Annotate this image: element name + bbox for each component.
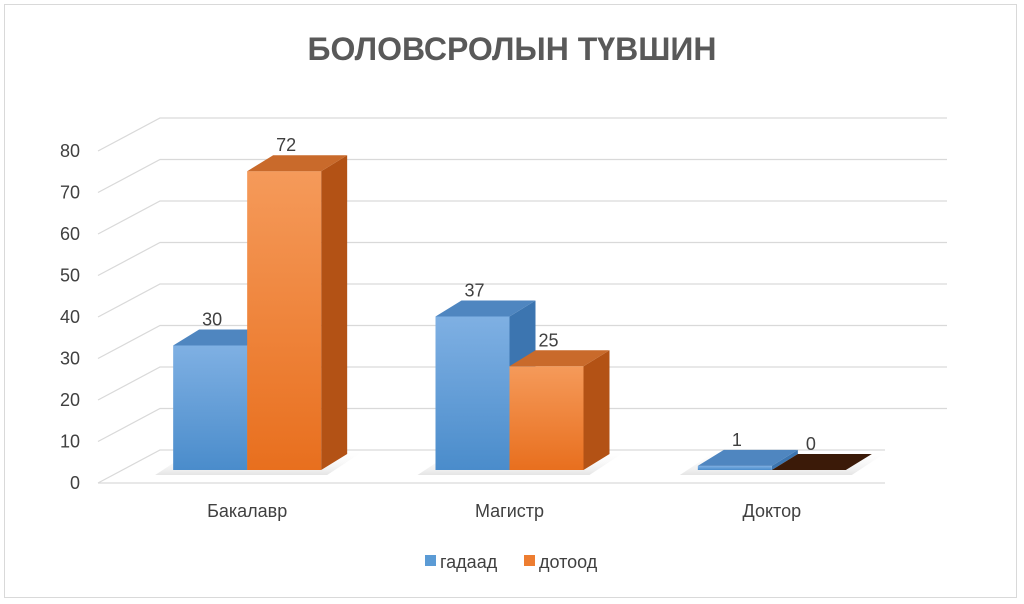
- y-axis: 0 10 20 30 40 50 60 70 80: [60, 141, 80, 493]
- x-axis: Бакалавр Магистр Доктор: [207, 501, 801, 521]
- bar-дотоод-Магистр-top: [509, 350, 610, 367]
- bar-гадаад-Бакалавр: [173, 345, 248, 470]
- y-tick-label: 50: [60, 266, 80, 286]
- legend-label-gadaad: гадаад: [440, 552, 498, 572]
- y-tick-label: 70: [60, 183, 80, 203]
- bar-дотоод-Бакалавр-top: [247, 155, 348, 172]
- y-tick-label: 30: [60, 349, 80, 369]
- x-category-label: Бакалавр: [207, 501, 287, 521]
- gridline: [97, 158, 947, 194]
- bar-гадаад-Магистр: [435, 316, 510, 470]
- bar-дотоод-Бакалавр-side: [321, 155, 348, 470]
- data-label: 30: [202, 310, 222, 330]
- gridline: [97, 283, 947, 318]
- gridline: [97, 324, 947, 360]
- legend-label-dotood: дотоод: [539, 552, 598, 572]
- data-label: 37: [464, 280, 484, 300]
- gridline: [97, 241, 947, 277]
- bar-гадаад-Доктор-side: [771, 449, 798, 470]
- bar-дотоод-Доктор-top: [771, 454, 872, 470]
- legend-swatch-gadaad: [425, 555, 436, 566]
- y-tick-label: 20: [60, 390, 80, 410]
- data-label: 1: [732, 430, 742, 450]
- x-category-label: Магистр: [475, 501, 544, 521]
- grid-layer: [97, 117, 947, 484]
- y-tick-label: 60: [60, 224, 80, 244]
- gridline: [97, 407, 947, 443]
- data-label: 0: [806, 434, 816, 454]
- chart-title: БОЛОВСРОЛЫН ТҮВШИН: [308, 31, 717, 67]
- legend: гадаад дотоод: [425, 552, 598, 572]
- gridline: [97, 117, 947, 152]
- bar-дотоод-Магистр-side: [583, 350, 610, 470]
- gridline: [97, 449, 885, 484]
- bars: [173, 155, 872, 470]
- data-labels: 30 72 37 25 1 0: [202, 135, 816, 454]
- x-category-label: Доктор: [743, 501, 802, 521]
- data-label: 72: [276, 135, 296, 155]
- data-label: 25: [538, 330, 558, 350]
- y-tick-label: 0: [70, 473, 80, 493]
- gridline: [97, 366, 947, 401]
- bar-гадаад-Магистр-top: [435, 300, 536, 317]
- y-tick-label: 10: [60, 432, 80, 452]
- bar-дотоод-Бакалавр: [247, 171, 322, 470]
- y-tick-label: 40: [60, 307, 80, 327]
- bar-дотоод-Магистр: [509, 366, 584, 470]
- bar-гадаад-Доктор-top: [697, 449, 798, 466]
- legend-swatch-dotood: [524, 555, 535, 566]
- bar-гадаад-Доктор: [697, 465, 772, 470]
- y-tick-label: 80: [60, 141, 80, 161]
- gridline: [97, 200, 947, 235]
